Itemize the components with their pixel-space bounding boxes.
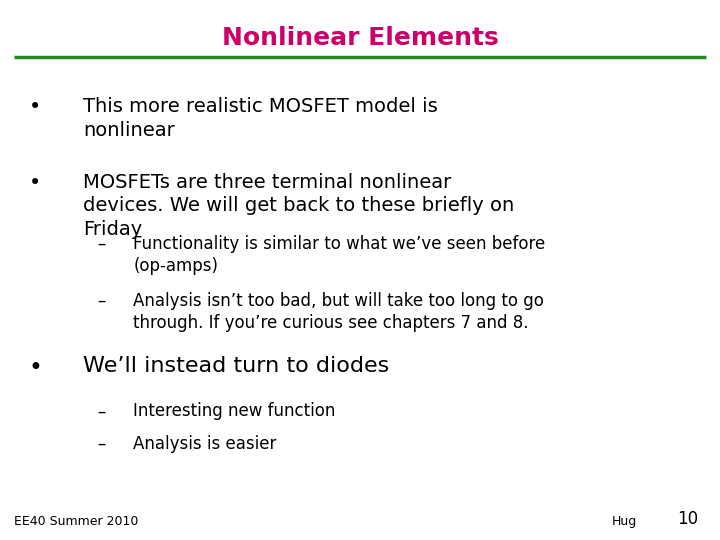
Text: •: • [29, 356, 42, 380]
Text: We’ll instead turn to diodes: We’ll instead turn to diodes [83, 356, 389, 376]
Text: •: • [29, 173, 41, 193]
Text: EE40 Summer 2010: EE40 Summer 2010 [14, 515, 139, 528]
Text: •: • [29, 97, 41, 117]
Text: –: – [97, 402, 106, 420]
Text: Functionality is similar to what we’ve seen before
(op-amps): Functionality is similar to what we’ve s… [133, 235, 546, 275]
Text: 10: 10 [678, 510, 698, 528]
Text: MOSFETs are three terminal nonlinear
devices. We will get back to these briefly : MOSFETs are three terminal nonlinear dev… [83, 173, 514, 239]
Text: This more realistic MOSFET model is
nonlinear: This more realistic MOSFET model is nonl… [83, 97, 438, 140]
Text: Nonlinear Elements: Nonlinear Elements [222, 26, 498, 50]
Text: –: – [97, 292, 106, 309]
Text: Hug: Hug [612, 515, 637, 528]
Text: –: – [97, 435, 106, 453]
Text: –: – [97, 235, 106, 253]
Text: Analysis isn’t too bad, but will take too long to go
through. If you’re curious : Analysis isn’t too bad, but will take to… [133, 292, 544, 332]
Text: Interesting new function: Interesting new function [133, 402, 336, 420]
Text: Analysis is easier: Analysis is easier [133, 435, 276, 453]
